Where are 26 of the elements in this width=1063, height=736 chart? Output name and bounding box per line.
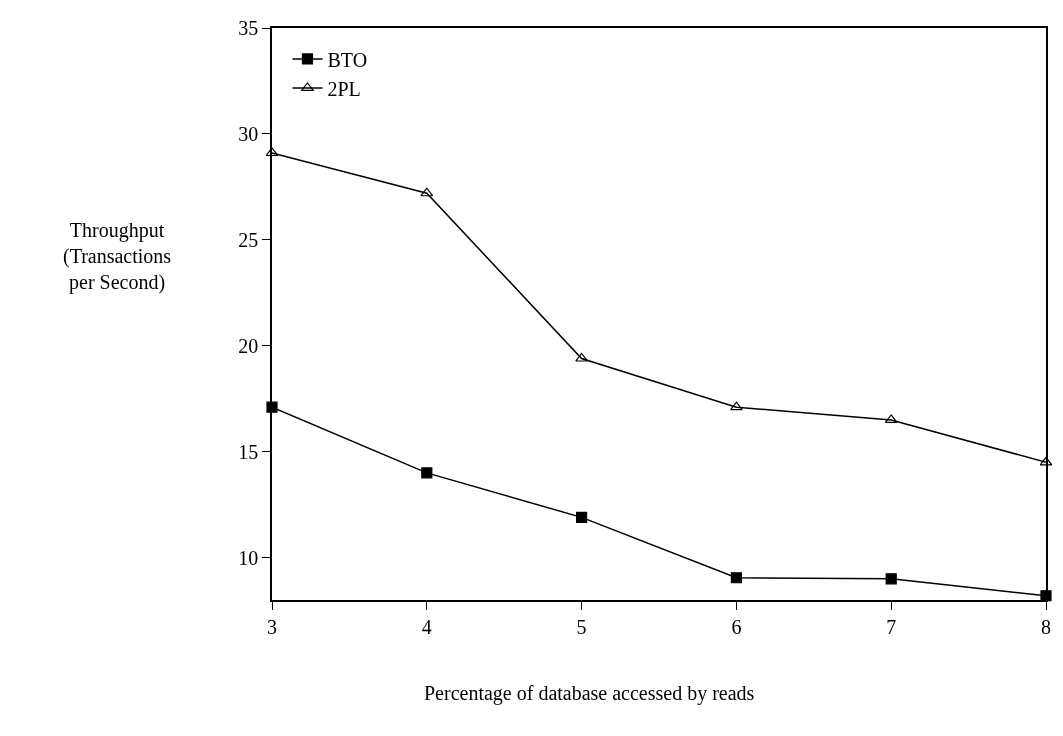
x-axis-title: Percentage of database accessed by reads — [424, 682, 755, 705]
y-tick-label: 15 — [238, 440, 259, 463]
point — [421, 467, 433, 479]
point — [884, 414, 898, 424]
point — [885, 573, 897, 585]
y-tick-label: 10 — [238, 546, 259, 569]
y-tick-label: 35 — [238, 17, 259, 39]
x-tick-label: 7 — [886, 615, 897, 638]
point — [576, 511, 588, 523]
x-tick-label: 3 — [267, 615, 277, 638]
y-tick-label: 20 — [238, 334, 259, 357]
legend-label: 2PL — [327, 77, 361, 100]
point — [1039, 456, 1053, 466]
point — [730, 572, 742, 584]
x-tick-label: 8 — [1041, 615, 1051, 638]
y-tick-label: 25 — [238, 228, 259, 251]
point — [730, 401, 743, 411]
point — [575, 352, 588, 362]
point — [420, 187, 434, 197]
x-tick-label: 6 — [731, 615, 742, 638]
y-axis-title: Throughput (Transactions per Second) — [63, 219, 172, 294]
point — [265, 147, 279, 157]
legend-label: BTO — [327, 48, 368, 71]
x-tick-label: 4 — [421, 615, 432, 638]
y-tick-label: 30 — [238, 122, 259, 145]
x-tick-label: 5 — [576, 615, 587, 638]
